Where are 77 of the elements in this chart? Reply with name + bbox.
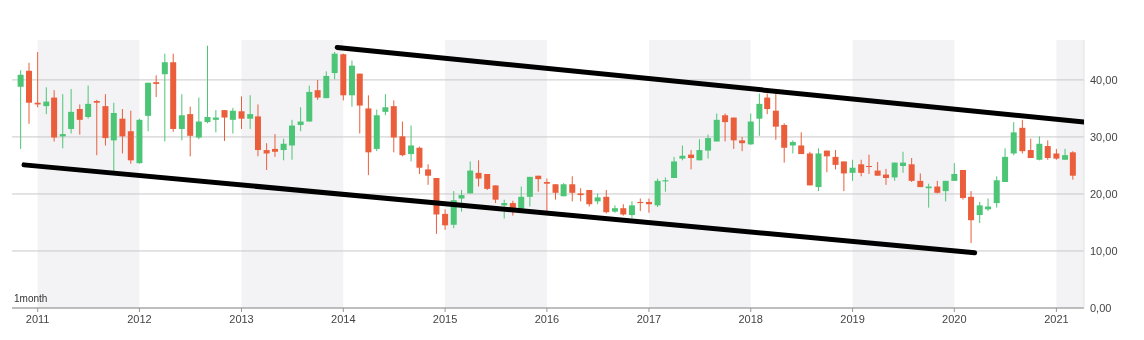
candlestick bbox=[713, 113, 720, 142]
candlestick bbox=[85, 85, 92, 120]
candlestick bbox=[569, 175, 576, 202]
candlestick bbox=[730, 117, 737, 150]
candlestick bbox=[747, 113, 754, 146]
candlestick bbox=[288, 119, 295, 161]
candlestick bbox=[993, 175, 1000, 209]
x-tick-label: 2018 bbox=[738, 313, 763, 325]
candlestick bbox=[221, 109, 228, 142]
x-tick-label: 2013 bbox=[229, 313, 254, 325]
annotation: 1month bbox=[14, 293, 48, 304]
candlestick bbox=[671, 156, 678, 179]
x-tick-label: 2017 bbox=[636, 313, 662, 325]
candlestick bbox=[543, 178, 550, 213]
y-tick-label: 40,00 bbox=[1090, 73, 1118, 86]
candlestick bbox=[238, 95, 245, 130]
y-tick-label: 20,00 bbox=[1090, 187, 1118, 200]
x-tick-label: 2019 bbox=[840, 313, 865, 325]
candlestick bbox=[849, 159, 856, 182]
y-tick-label: 0,00 bbox=[1090, 302, 1112, 314]
x-tick-label: 2012 bbox=[127, 313, 152, 325]
candlestick bbox=[153, 74, 160, 98]
candlestick bbox=[399, 121, 406, 157]
candlestick bbox=[408, 125, 415, 162]
candlestick bbox=[119, 108, 126, 154]
candlestick bbox=[475, 159, 482, 188]
x-tick-label: 2011 bbox=[25, 313, 50, 325]
candlestick bbox=[1069, 150, 1076, 181]
candlestick bbox=[832, 149, 839, 170]
candlestick bbox=[1019, 119, 1026, 154]
candlestick bbox=[323, 70, 330, 99]
candlestick bbox=[229, 107, 236, 135]
candlestick bbox=[76, 103, 83, 136]
candlestick bbox=[968, 190, 975, 244]
candlestick bbox=[331, 51, 338, 80]
candlestick bbox=[425, 163, 432, 186]
y-tick-label: 10,00 bbox=[1090, 244, 1118, 257]
x-tick-label: 2015 bbox=[432, 313, 458, 325]
candlestick bbox=[280, 138, 287, 161]
candlestick bbox=[93, 99, 100, 156]
candlestick bbox=[467, 160, 474, 194]
candlestick bbox=[382, 93, 389, 116]
candlestick bbox=[187, 106, 194, 157]
candlestick bbox=[161, 53, 168, 142]
candlestick bbox=[247, 94, 254, 130]
candlestick bbox=[756, 93, 763, 137]
candlestick bbox=[739, 136, 746, 152]
candlestick bbox=[204, 45, 211, 124]
candlestick bbox=[271, 133, 278, 158]
candlestick bbox=[781, 122, 788, 164]
candlestick bbox=[705, 134, 712, 160]
candlestick bbox=[17, 69, 24, 150]
candlestick bbox=[611, 204, 618, 214]
candlestick bbox=[603, 189, 610, 214]
candlestick bbox=[178, 93, 185, 141]
x-tick-label: 2021 bbox=[1044, 313, 1069, 325]
candlestick bbox=[1062, 148, 1069, 161]
candlestick bbox=[195, 97, 202, 140]
y-tick-label: 30,00 bbox=[1090, 130, 1118, 143]
candlestick bbox=[976, 201, 983, 224]
candlestick bbox=[908, 157, 915, 183]
candlestick bbox=[68, 88, 75, 135]
candlestick bbox=[840, 160, 847, 192]
candlestick bbox=[865, 154, 872, 175]
candlestick bbox=[458, 189, 465, 213]
candlestick bbox=[764, 93, 771, 115]
x-tick-label: 2020 bbox=[942, 313, 967, 325]
candlestick bbox=[772, 93, 779, 141]
x-tick-label: 2014 bbox=[331, 313, 356, 325]
candlestick bbox=[1010, 121, 1017, 156]
candlestick bbox=[1044, 139, 1051, 161]
x-tick-label: 2016 bbox=[534, 313, 560, 325]
candlestick bbox=[526, 176, 533, 207]
candlestick bbox=[314, 79, 321, 101]
candlestick bbox=[442, 208, 449, 231]
candlestick bbox=[722, 113, 729, 142]
candlestick bbox=[416, 146, 423, 175]
